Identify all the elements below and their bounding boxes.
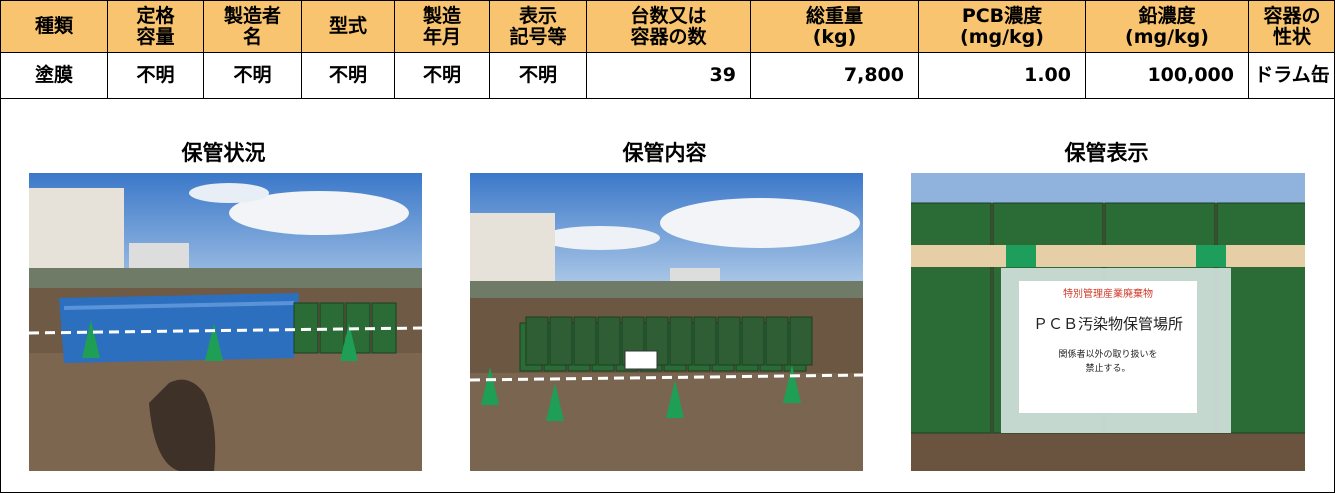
data-cell: 7,800 bbox=[750, 52, 919, 99]
header-text: 容器の数 bbox=[630, 25, 707, 48]
header-cell: 型式 bbox=[301, 1, 395, 53]
header-cell: 製造者名 bbox=[203, 1, 302, 53]
data-cell: 不明 bbox=[107, 52, 204, 99]
data-row: 塗膜 不明 不明 不明 不明 不明 39 7,800 1.00 100,000 ドラム缶 bbox=[1, 52, 1334, 99]
barrier-rope bbox=[29, 326, 422, 335]
drum bbox=[573, 316, 597, 366]
cone bbox=[783, 365, 801, 403]
header-text: 記号等 bbox=[509, 25, 567, 48]
header-text: 製造 bbox=[422, 4, 461, 27]
header-text: 種類 bbox=[34, 15, 73, 37]
cone bbox=[546, 383, 564, 421]
drum bbox=[911, 202, 992, 434]
header-text: 名 bbox=[242, 25, 262, 48]
header-text: (kg) bbox=[812, 25, 857, 48]
sign-text: 特別管理産業廃棄物 bbox=[1063, 287, 1153, 300]
header-cell: PCB濃度 (mg/kg) bbox=[918, 1, 1086, 53]
sign-text: 関係者以外の取り扱いを bbox=[1058, 348, 1157, 360]
header-cell: 種類 bbox=[1, 1, 108, 53]
header-text: 製造者 bbox=[223, 4, 281, 27]
cone bbox=[481, 367, 499, 405]
header-text: 容器の bbox=[1263, 4, 1321, 27]
header-text: 鉛濃度 bbox=[1138, 4, 1196, 27]
data-cell: 不明 bbox=[489, 52, 587, 99]
header-cell: 製造 年月 bbox=[394, 1, 490, 53]
header-text: 性状 bbox=[1272, 25, 1311, 48]
header-text: PCB濃度 bbox=[961, 4, 1043, 27]
header-cell: 鉛濃度 (mg/kg) bbox=[1085, 1, 1249, 53]
header-text: 定格 bbox=[136, 4, 175, 27]
cone bbox=[666, 380, 684, 418]
drum bbox=[741, 316, 765, 366]
barrier-rope bbox=[470, 373, 863, 382]
drum bbox=[597, 316, 621, 366]
header-text: 型式 bbox=[328, 15, 367, 37]
data-cell: 不明 bbox=[301, 52, 395, 99]
drum bbox=[789, 316, 813, 366]
cone bbox=[340, 323, 358, 361]
data-cell: 100,000 bbox=[1085, 52, 1249, 99]
data-cell: 1.00 bbox=[918, 52, 1086, 99]
data-cell: ドラム缶 bbox=[1248, 52, 1334, 99]
drum bbox=[1216, 202, 1305, 434]
data-cell: 不明 bbox=[394, 52, 490, 99]
drum bbox=[717, 316, 741, 366]
header-text: 表示 bbox=[518, 4, 557, 27]
data-cell: 塗膜 bbox=[1, 52, 108, 99]
header-cell: 定格 容量 bbox=[107, 1, 204, 53]
photo-storage-content bbox=[470, 173, 863, 471]
header-text: (mg/kg) bbox=[960, 25, 1044, 48]
photo-storage-sign: 特別管理産業廃棄物 ＰＣＢ汚染物保管場所 関係者以外の取り扱いを 禁止する。 bbox=[911, 173, 1305, 471]
header-text: 年月 bbox=[422, 25, 461, 48]
header-text: 台数又は bbox=[630, 4, 707, 27]
header-cell: 容器の 性状 bbox=[1248, 1, 1334, 53]
sign-text: 禁止する。 bbox=[1085, 362, 1130, 374]
cone bbox=[205, 323, 223, 361]
header-text: (mg/kg) bbox=[1125, 25, 1209, 48]
header-cell: 表示 記号等 bbox=[489, 1, 587, 53]
header-cell: 台数又は 容器の数 bbox=[586, 1, 751, 53]
photo-storage-status bbox=[29, 173, 422, 471]
sign-text: ＰＣＢ汚染物保管場所 bbox=[1033, 315, 1183, 333]
photo-caption: 保管表示 bbox=[1064, 141, 1149, 165]
data-table: 種類 定格 容量 製造者名型式 製造 年月 表示 記号等 台数又は 容器の数 総重量 (kg) PCB濃… bbox=[1, 1, 1334, 99]
header-text: 総重量 bbox=[805, 4, 863, 27]
photo-caption: 保管内容 bbox=[622, 141, 707, 165]
data-cell: 39 bbox=[586, 52, 751, 99]
header-text: 容量 bbox=[136, 25, 175, 48]
photo-caption: 保管状況 bbox=[181, 141, 266, 165]
drum bbox=[525, 316, 549, 366]
drum bbox=[669, 316, 693, 366]
drum bbox=[549, 316, 573, 366]
drum bbox=[765, 316, 789, 366]
header-cell: 総重量 (kg) bbox=[750, 1, 919, 53]
drum bbox=[693, 316, 717, 366]
header-row: 種類 定格 容量 製造者名型式 製造 年月 表示 記号等 台数又は 容器の数 総重量 (kg) PCB濃… bbox=[1, 1, 1334, 53]
cone bbox=[82, 320, 100, 358]
data-cell: 不明 bbox=[203, 52, 302, 99]
